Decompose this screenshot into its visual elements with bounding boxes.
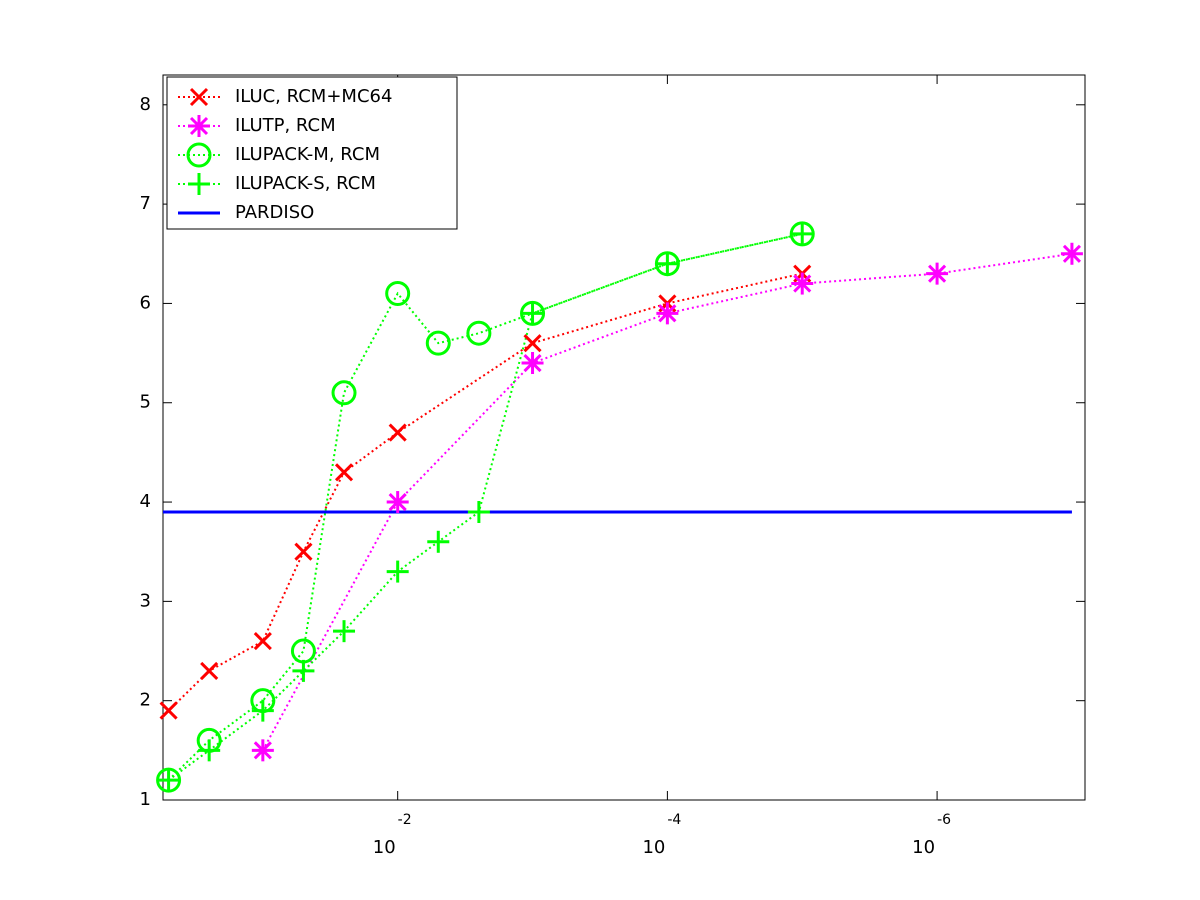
- marker: [467, 500, 490, 523]
- series-line: [167, 232, 803, 781]
- marker: [385, 280, 411, 306]
- plot-area: [162, 74, 1086, 801]
- marker: [159, 701, 178, 720]
- marker: [186, 142, 212, 168]
- marker: [521, 302, 544, 325]
- marker: [1060, 242, 1083, 265]
- x-tick-label: 10: [642, 837, 665, 858]
- marker: [290, 638, 316, 664]
- x-tick-exponent: -6: [937, 812, 951, 828]
- marker: [386, 560, 409, 583]
- marker: [656, 252, 679, 275]
- y-tick-label: 7: [140, 193, 151, 214]
- y-tick-label: 3: [140, 590, 151, 611]
- marker: [388, 423, 407, 442]
- marker: [521, 352, 544, 375]
- marker: [791, 272, 814, 295]
- legend: ILUC, RCM+MC64 ILUTP, RCM ILUPACK-M, RCM IL…: [166, 76, 458, 230]
- legend-label: ILUPACK-M, RCM: [235, 144, 380, 165]
- x-tick-exponent: -4: [667, 812, 681, 828]
- marker: [656, 302, 679, 325]
- marker: [294, 542, 313, 561]
- marker: [926, 262, 949, 285]
- legend-label: ILUC, RCM+MC64: [235, 86, 392, 107]
- marker: [427, 530, 450, 553]
- marker: [334, 463, 354, 482]
- y-tick-label: 8: [140, 94, 151, 115]
- marker: [523, 334, 542, 353]
- marker: [189, 87, 209, 107]
- legend-label: ILUTP, RCM: [235, 115, 336, 136]
- marker: [333, 620, 356, 643]
- marker: [188, 173, 210, 195]
- marker: [425, 330, 451, 356]
- legend-label: ILUPACK-S, RCM: [235, 173, 376, 194]
- y-tick-label: 4: [140, 491, 151, 512]
- marker: [791, 222, 814, 245]
- series-line: [261, 252, 1073, 751]
- x-tick-exponent: -2: [398, 812, 412, 828]
- marker: [386, 491, 409, 514]
- marker: [200, 661, 219, 680]
- legend-box: [166, 76, 458, 230]
- marker: [251, 739, 274, 762]
- marker: [251, 699, 274, 722]
- marker: [331, 380, 357, 406]
- y-tick-label: 2: [140, 690, 151, 711]
- series-line: [167, 272, 803, 712]
- x-tick-label: 10: [912, 837, 935, 858]
- marker: [253, 632, 272, 651]
- marker: [292, 659, 315, 682]
- marker: [157, 769, 180, 792]
- y-tick-label: 6: [140, 292, 151, 313]
- x-tick-label: 10: [373, 837, 396, 858]
- marker: [466, 320, 492, 346]
- y-tick-label: 1: [140, 789, 151, 810]
- legend-label: PARDISO: [235, 202, 314, 223]
- marker: [188, 115, 210, 137]
- marker: [198, 739, 221, 762]
- y-tick-label: 5: [140, 392, 151, 413]
